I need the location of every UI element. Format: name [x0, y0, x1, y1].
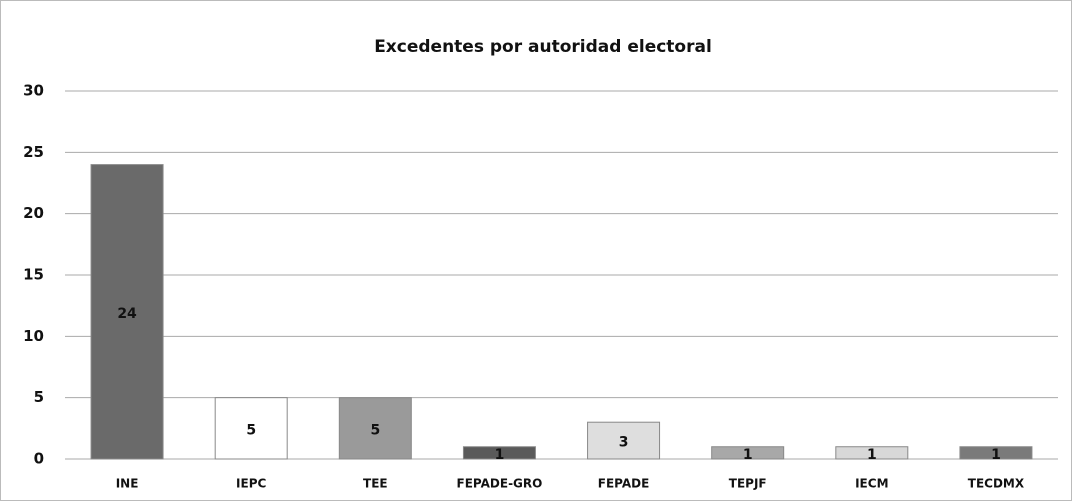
data-label: 1: [991, 447, 1001, 463]
data-label: 1: [867, 447, 877, 463]
data-label: 1: [743, 447, 753, 463]
bar: [338, 397, 412, 460]
x-tick-label: TEPJF: [729, 477, 767, 491]
y-tick-label: 20: [23, 204, 44, 222]
bar: [462, 446, 536, 460]
x-tick-label: TEE: [363, 477, 388, 491]
y-tick-label: 0: [34, 450, 44, 468]
bar: [587, 421, 661, 460]
bar: [711, 446, 785, 460]
bar: [214, 397, 288, 460]
data-label: 3: [619, 435, 629, 451]
chart-title: Excedentes por autoridad electoral: [374, 37, 712, 57]
x-tick-label: FEPADE-GRO: [457, 477, 543, 491]
y-tick-label: 10: [23, 327, 44, 345]
y-tick-label: 30: [23, 82, 44, 100]
x-tick-label: FEPADE: [598, 477, 650, 491]
data-label: 24: [117, 306, 137, 322]
x-tick-label: TECDMX: [968, 477, 1025, 491]
data-label: 1: [495, 447, 505, 463]
bar: [835, 446, 909, 460]
y-tick-label: 25: [23, 143, 44, 161]
x-tick-label: IEPC: [236, 477, 266, 491]
data-label: 5: [246, 422, 256, 438]
bar: [959, 446, 1033, 460]
data-label: 5: [370, 422, 380, 438]
y-tick-label: 5: [34, 388, 44, 406]
bar: [90, 164, 164, 460]
y-tick-label: 15: [23, 266, 44, 284]
x-tick-label: INE: [116, 477, 139, 491]
x-tick-label: IECM: [855, 477, 888, 491]
